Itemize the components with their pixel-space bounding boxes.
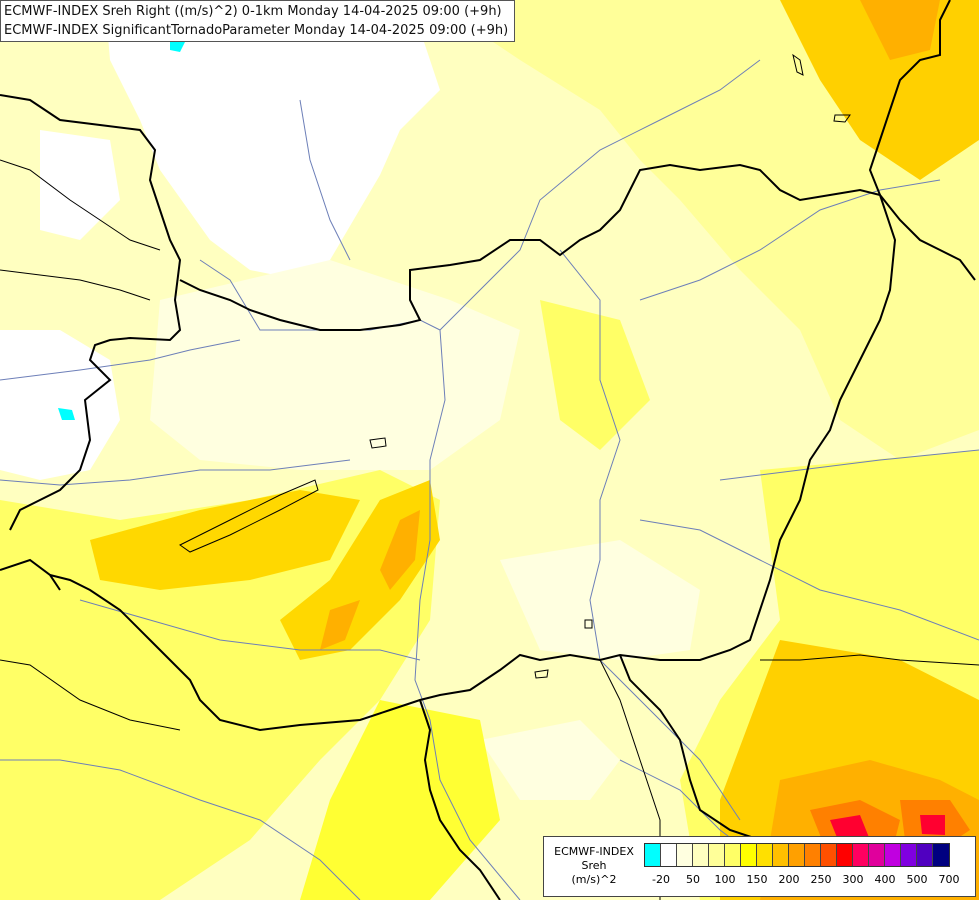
legend-swatch [933,844,949,866]
legend-swatch [773,844,789,866]
field-cyan-spot1 [170,40,185,52]
field-yellow-mid [540,300,650,450]
field-yellow-south [300,700,500,900]
legend-swatch [853,844,869,866]
field-pale-center [150,260,520,470]
field-white-north [105,0,440,280]
field-pale-southeast [480,720,620,800]
legend-swatch [709,844,725,866]
legend-swatch [725,844,741,866]
legend-swatch [885,844,901,866]
legend-swatch [741,844,757,866]
legend-swatch [677,844,693,866]
legend-swatch [757,844,773,866]
legend-swatch [917,844,933,866]
legend-swatch [805,844,821,866]
lake-small1 [369,437,387,449]
color-legend: ECMWF-INDEX Sreh (m/s)^2 -20 50 100 150 200 2… [543,836,976,897]
legend-swatch [837,844,853,866]
legend-tick-label: 100 [714,873,736,886]
field-cyan-spot2 [58,408,75,420]
legend-label: ECMWF-INDEX Sreh (m/s)^2 [544,845,644,887]
field-band-core2 [320,600,360,650]
legend-tick-label: -20 [652,873,670,886]
field-band-core [380,510,420,590]
legend-tick-label: 50 [686,873,700,886]
lake-small2 [584,619,593,629]
legend-tick-label: 150 [746,873,768,886]
legend-swatch [661,844,677,866]
lake-balaton [179,479,319,553]
lake-small5 [534,669,549,679]
legend-swatch [821,844,837,866]
field-white-nw [40,130,120,240]
lake-small3 [833,114,851,123]
legend-swatches [644,843,950,867]
field-band-west [90,490,360,590]
field-pale-south [500,540,700,660]
legend-tick-label: 250 [810,873,832,886]
field-se-red4 [920,815,945,835]
field-ne-orange2 [860,0,940,60]
map-title-box: ECMWF-INDEX Sreh Right ((m/s)^2) 0-1km M… [0,0,515,42]
legend-swatch [789,844,805,866]
legend-swatch [645,844,661,866]
legend-swatch [869,844,885,866]
legend-tick-label: 400 [874,873,896,886]
legend-tick-label: 700 [938,873,960,886]
map-title-line2: ECMWF-INDEX SignificantTornadoParameter … [4,23,509,38]
legend-tick-label: 300 [842,873,864,886]
legend-tick-label: 200 [778,873,800,886]
legend-source: ECMWF-INDEX [554,845,634,858]
legend-unit: (m/s)^2 [571,873,617,886]
legend-tick-label: 500 [906,873,928,886]
rivers [0,59,979,900]
lake-small4 [792,53,804,76]
legend-variable: Sreh [581,859,607,872]
legend-ticks: -20 50 100 150 200 250 300 400 500 700 [644,873,974,889]
map-title-line1: ECMWF-INDEX Sreh Right ((m/s)^2) 0-1km M… [4,4,502,19]
legend-swatch [901,844,917,866]
legend-swatch [693,844,709,866]
